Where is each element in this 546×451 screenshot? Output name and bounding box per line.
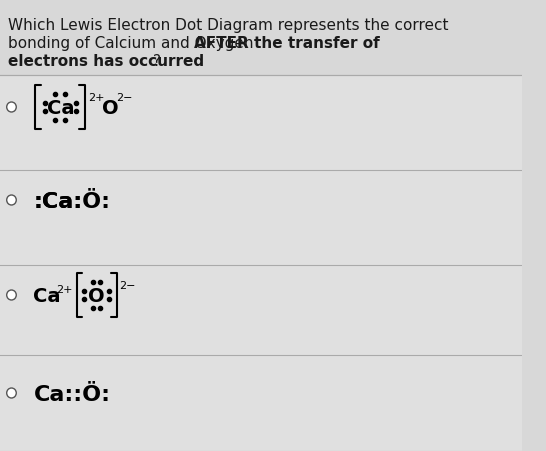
Circle shape	[7, 102, 16, 112]
Text: 2−: 2−	[116, 93, 132, 103]
Text: AFTER the transfer of: AFTER the transfer of	[194, 36, 380, 51]
Text: Ca: Ca	[33, 287, 61, 307]
Text: O: O	[88, 287, 105, 307]
Text: electrons has occurred: electrons has occurred	[8, 54, 204, 69]
Text: 2+: 2+	[56, 285, 73, 295]
Text: :Ca:Ö:: :Ca:Ö:	[33, 192, 110, 212]
Text: 2−: 2−	[118, 281, 135, 291]
Text: ?: ?	[153, 54, 161, 69]
Bar	[0, 265, 523, 355]
Text: Ca: Ca	[46, 100, 74, 119]
Text: Which Lewis Electron Dot Diagram represents the correct: Which Lewis Electron Dot Diagram represe…	[8, 18, 448, 33]
Bar	[0, 355, 523, 451]
Text: bonding of Calcium and Oxygen: bonding of Calcium and Oxygen	[8, 36, 258, 51]
Circle shape	[7, 388, 16, 398]
Text: O: O	[103, 100, 119, 119]
Bar	[0, 170, 523, 265]
Text: :Ca:: :Ca:	[33, 192, 82, 212]
Text: Ca::Ö:: Ca::Ö:	[33, 385, 110, 405]
Bar	[0, 75, 523, 170]
Text: 2+: 2+	[88, 93, 104, 103]
Circle shape	[7, 290, 16, 300]
Circle shape	[7, 195, 16, 205]
